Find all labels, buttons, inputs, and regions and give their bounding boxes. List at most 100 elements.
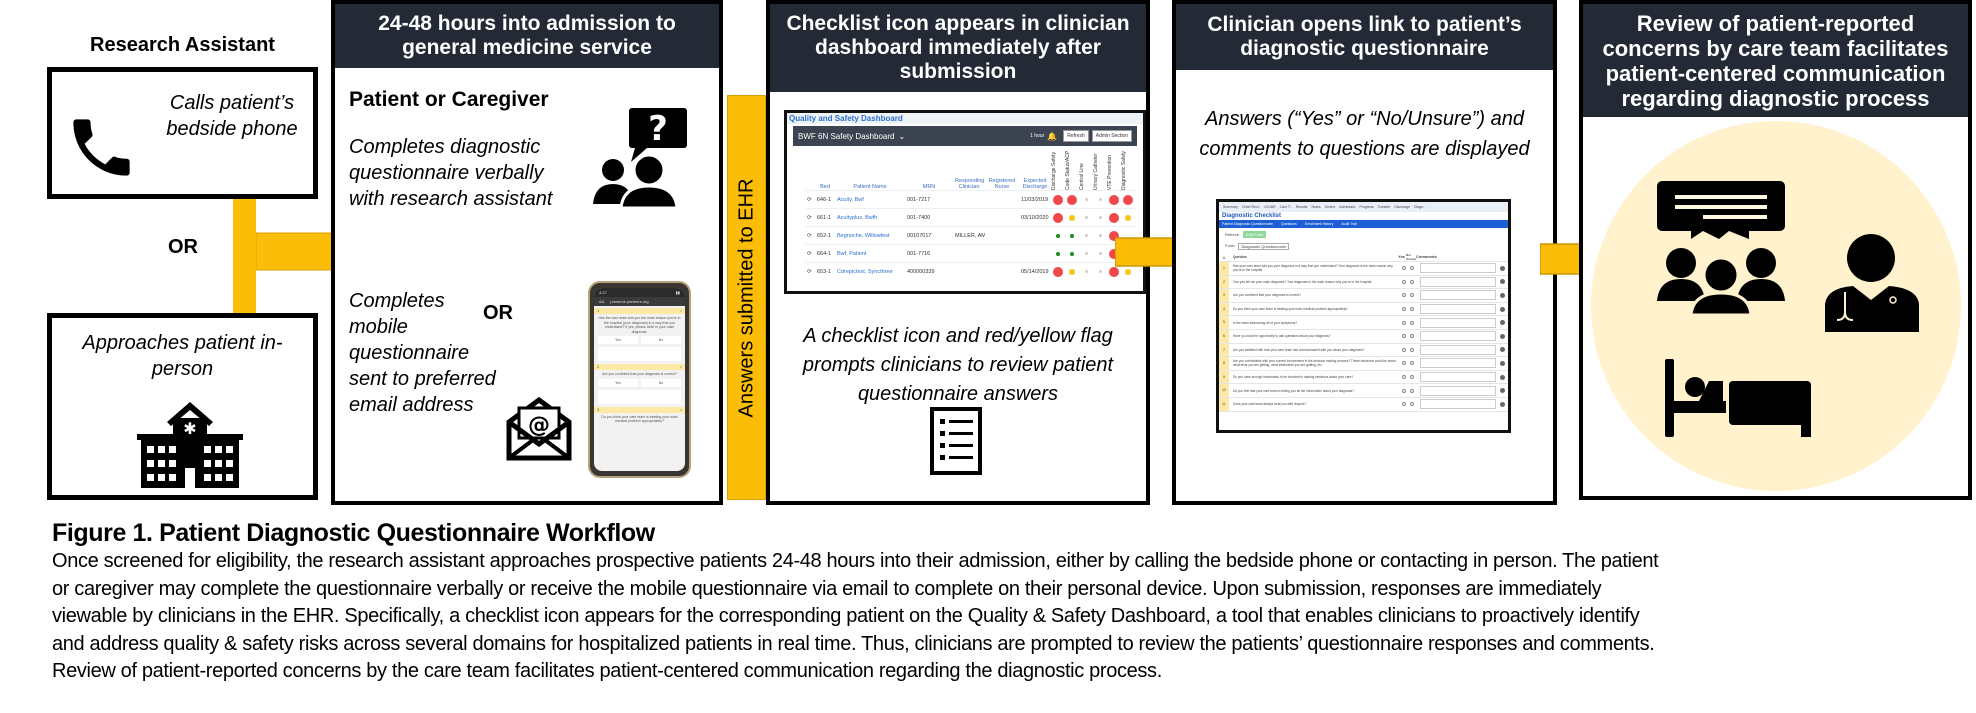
table-row[interactable]: ⟳ 661-1 Acuityplus, Bwfh 001-7400 03/10/2020	[805, 209, 1137, 226]
flag-yellow[interactable]	[1069, 268, 1075, 275]
comment-field[interactable]	[1420, 263, 1496, 274]
yes-radio[interactable]	[1402, 307, 1406, 312]
yes-radio[interactable]	[1402, 388, 1406, 393]
no-unsure-radio[interactable]	[1410, 293, 1414, 298]
flag-green[interactable]	[1070, 251, 1074, 256]
gear-icon[interactable]	[1500, 292, 1505, 298]
gear-icon[interactable]	[1500, 265, 1505, 271]
checklist-subtab[interactable]: Enrollment History	[1304, 222, 1334, 226]
comment-field[interactable]	[1420, 399, 1496, 410]
ehr-tab[interactable]: Progress	[1359, 205, 1374, 209]
comment-field[interactable]	[1420, 290, 1496, 301]
column-header[interactable]: MRN	[922, 184, 936, 190]
flag-red[interactable]	[1109, 230, 1119, 241]
flag-red[interactable]	[1053, 194, 1063, 205]
no-unsure-radio[interactable]	[1410, 361, 1414, 366]
flag-red[interactable]	[1109, 266, 1119, 277]
flag-yellow[interactable]	[1069, 214, 1075, 221]
yes-radio[interactable]	[1402, 361, 1406, 366]
flag-green[interactable]	[1070, 233, 1074, 238]
gear-icon[interactable]	[1500, 360, 1505, 366]
no-unsure-radio[interactable]	[1410, 375, 1414, 380]
flag-gray[interactable]	[1098, 216, 1102, 219]
no-button[interactable]: No	[641, 378, 681, 387]
yes-button[interactable]: Yes	[598, 336, 638, 344]
comment-box[interactable]	[598, 347, 681, 361]
flag-gray[interactable]	[1084, 234, 1088, 237]
flag-gray[interactable]	[1098, 198, 1102, 201]
ehr-tab[interactable]: Admission	[1339, 205, 1356, 209]
flag-gray[interactable]	[1098, 252, 1102, 255]
comment-field[interactable]	[1420, 344, 1496, 355]
flag-red[interactable]	[1123, 194, 1133, 205]
refresh-button[interactable]: Refresh	[1225, 232, 1240, 237]
comment-box[interactable]	[598, 389, 681, 404]
ehr-tab[interactable]: Summary	[1223, 205, 1238, 209]
ehr-tab[interactable]: Care T..	[1279, 205, 1292, 209]
yes-radio[interactable]	[1402, 402, 1406, 407]
gear-icon[interactable]	[1500, 388, 1505, 394]
gear-icon[interactable]	[1500, 306, 1505, 312]
flag-red[interactable]	[1053, 266, 1063, 277]
comment-field[interactable]	[1420, 304, 1496, 315]
ehr-tab[interactable]: Results	[1295, 205, 1308, 209]
no-unsure-radio[interactable]	[1410, 279, 1414, 284]
bell-icon[interactable]: 🔔	[1047, 131, 1058, 141]
ehr-tab[interactable]: Diagn..	[1414, 205, 1426, 209]
table-row[interactable]: ⟳ 653-1 Cdrepictest, Syncthree 400000339 05/…	[805, 263, 1137, 280]
patient-name-link[interactable]: Begnoche, Willowtest	[837, 232, 890, 239]
yes-button[interactable]: Yes	[598, 378, 638, 387]
yes-radio[interactable]	[1402, 279, 1406, 284]
refresh-icon[interactable]: ⟳	[807, 232, 812, 239]
no-unsure-radio[interactable]	[1410, 307, 1414, 312]
ehr-tab[interactable]: Orders	[1324, 205, 1336, 209]
column-header[interactable]: Bed	[820, 184, 830, 190]
refresh-icon[interactable]: ⟳	[807, 214, 812, 221]
no-unsure-radio[interactable]	[1410, 388, 1414, 393]
no-unsure-radio[interactable]	[1410, 402, 1414, 407]
unit-selector[interactable]: BWF 6N Safety Dashboard	[798, 131, 895, 141]
flag-green[interactable]	[1056, 233, 1060, 238]
no-unsure-radio[interactable]	[1410, 320, 1414, 325]
table-row[interactable]: ⟳ 664-1 Bwf, Patient 001-7716	[805, 245, 1137, 262]
gear-icon[interactable]	[1500, 401, 1505, 407]
patient-name-link[interactable]: Cdrepictest, Syncthree	[837, 268, 893, 275]
gear-icon[interactable]	[1500, 333, 1505, 339]
patient-name-link[interactable]: Bwf, Patient	[837, 250, 867, 257]
flag-gray[interactable]	[1084, 216, 1088, 219]
refresh-button[interactable]: Refresh	[1063, 130, 1089, 142]
gear-icon[interactable]	[1500, 320, 1505, 326]
column-header[interactable]: Expected Discharge	[1022, 178, 1048, 190]
gear-icon[interactable]	[1500, 374, 1505, 380]
yes-radio[interactable]	[1402, 293, 1406, 298]
ehr-tab[interactable]: Discharge	[1394, 205, 1411, 209]
flag-yellow[interactable]	[1125, 268, 1131, 275]
table-row[interactable]: ⟳ 652-1 Begnoche, Willowtest 00107017 MILLER…	[805, 227, 1137, 244]
yes-radio[interactable]	[1402, 347, 1406, 352]
flag-red[interactable]	[1067, 194, 1077, 205]
table-row[interactable]: ⟳ 646-1 Acuity, Bwf 001-7217 11/03/2019	[805, 191, 1137, 208]
admin-section-button[interactable]: Admin Section	[1091, 130, 1132, 142]
flag-gray[interactable]	[1084, 252, 1088, 255]
phone-url[interactable]: preserve.partners.org	[610, 299, 649, 304]
checklist-subtab[interactable]: Patient Diagnostic Questionnaire	[1222, 222, 1273, 226]
comment-field[interactable]	[1420, 385, 1496, 396]
checklist-subtab[interactable]: Questions	[1280, 222, 1297, 226]
no-unsure-radio[interactable]	[1410, 334, 1414, 339]
checklist-subtab[interactable]: Audit Trail	[1341, 222, 1357, 226]
refresh-icon[interactable]: ⟳	[807, 250, 812, 257]
yes-radio[interactable]	[1402, 320, 1406, 325]
flag-yellow[interactable]	[1125, 214, 1131, 221]
flag-green[interactable]	[1056, 251, 1060, 256]
chevron-down-icon[interactable]: ⌄	[898, 131, 906, 141]
ehr-tab[interactable]: Notes	[1311, 205, 1321, 209]
flag-gray[interactable]	[1098, 234, 1102, 237]
gear-icon[interactable]	[1500, 347, 1505, 353]
form-select[interactable]: Diagnostic Questionnaire	[1238, 243, 1290, 250]
patient-name-link[interactable]: Acuityplus, Bwfh	[837, 214, 878, 221]
ehr-tab[interactable]: Chart Revi..	[1241, 205, 1261, 209]
flag-red[interactable]	[1109, 212, 1119, 223]
comment-field[interactable]	[1420, 331, 1496, 342]
no-unsure-radio[interactable]	[1410, 266, 1414, 271]
no-unsure-radio[interactable]	[1410, 347, 1414, 352]
